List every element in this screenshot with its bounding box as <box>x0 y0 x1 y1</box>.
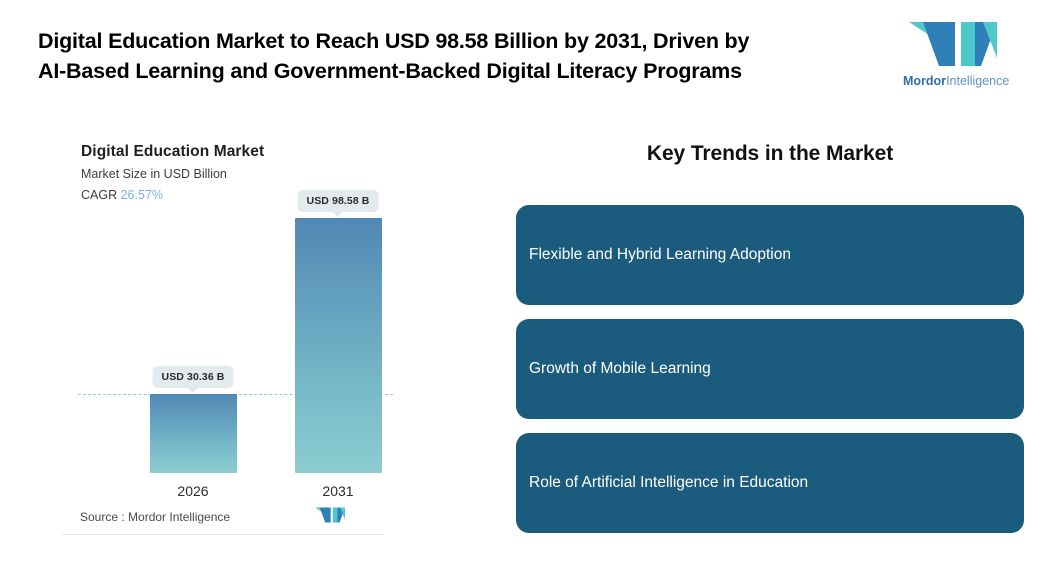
bar-value-label-2026: USD 30.36 B <box>152 366 234 393</box>
chart-cagr-value: 26.57% <box>120 188 164 202</box>
x-axis-tick-2031: 2031 <box>322 483 354 499</box>
chart-subtitle: Market Size in USD Billion <box>81 167 227 181</box>
mordor-intelligence-logo-icon <box>909 22 997 66</box>
key-trend-card[interactable]: Role of Artificial Intelligence in Educa… <box>516 433 1024 533</box>
key-trends-heading: Key Trends in the Market <box>646 142 894 165</box>
wordmark-mordor: Mordor <box>903 74 947 88</box>
mordor-intelligence-logo: MordorIntelligence <box>903 18 1009 94</box>
bar-2026 <box>149 394 237 473</box>
bar-2031 <box>294 218 382 473</box>
chart-source-text: Source : Mordor Intelligence <box>80 510 231 524</box>
chart-title: Digital Education Market <box>81 143 265 160</box>
mordor-intelligence-mark-icon <box>315 507 345 523</box>
key-trend-card-label: Flexible and Hybrid Learning Adoption <box>529 246 791 263</box>
chart-cagr-label: CAGR <box>81 188 118 202</box>
page-title-line-1: Digital Education Market to Reach USD 98… <box>38 29 750 53</box>
wordmark-intelligence: Intelligence <box>946 74 1010 88</box>
chart-footer-divider <box>62 534 384 535</box>
key-trend-card-label: Growth of Mobile Learning <box>529 360 711 377</box>
page-header: Digital Education Market to Reach USD 98… <box>0 0 1054 112</box>
market-size-chart-panel: Digital Education Market Market Size in … <box>40 120 400 545</box>
key-trend-card[interactable]: Growth of Mobile Learning <box>516 319 1024 419</box>
chart-cagr: CAGR 26.57% <box>81 188 163 202</box>
page-title-line-2: AI-Based Learning and Government-Backed … <box>38 59 742 83</box>
chart-plot-area: USD 30.36 B USD 98.58 B 2026 2031 <box>40 120 400 499</box>
key-trend-card[interactable]: Flexible and Hybrid Learning Adoption <box>516 205 1024 305</box>
key-trends-panel: Key Trends in the Market Flexible and Hy… <box>516 130 1024 540</box>
key-trends-list: Flexible and Hybrid Learning Adoption Gro… <box>516 205 1024 547</box>
page-title: Digital Education Market to Reach USD 98… <box>38 26 893 86</box>
mordor-intelligence-wordmark: MordorIntelligence <box>903 74 1009 88</box>
bar-value-label-2031: USD 98.58 B <box>297 190 379 217</box>
x-axis-tick-2026: 2026 <box>177 483 209 499</box>
key-trend-card-label: Role of Artificial Intelligence in Educa… <box>529 474 809 491</box>
